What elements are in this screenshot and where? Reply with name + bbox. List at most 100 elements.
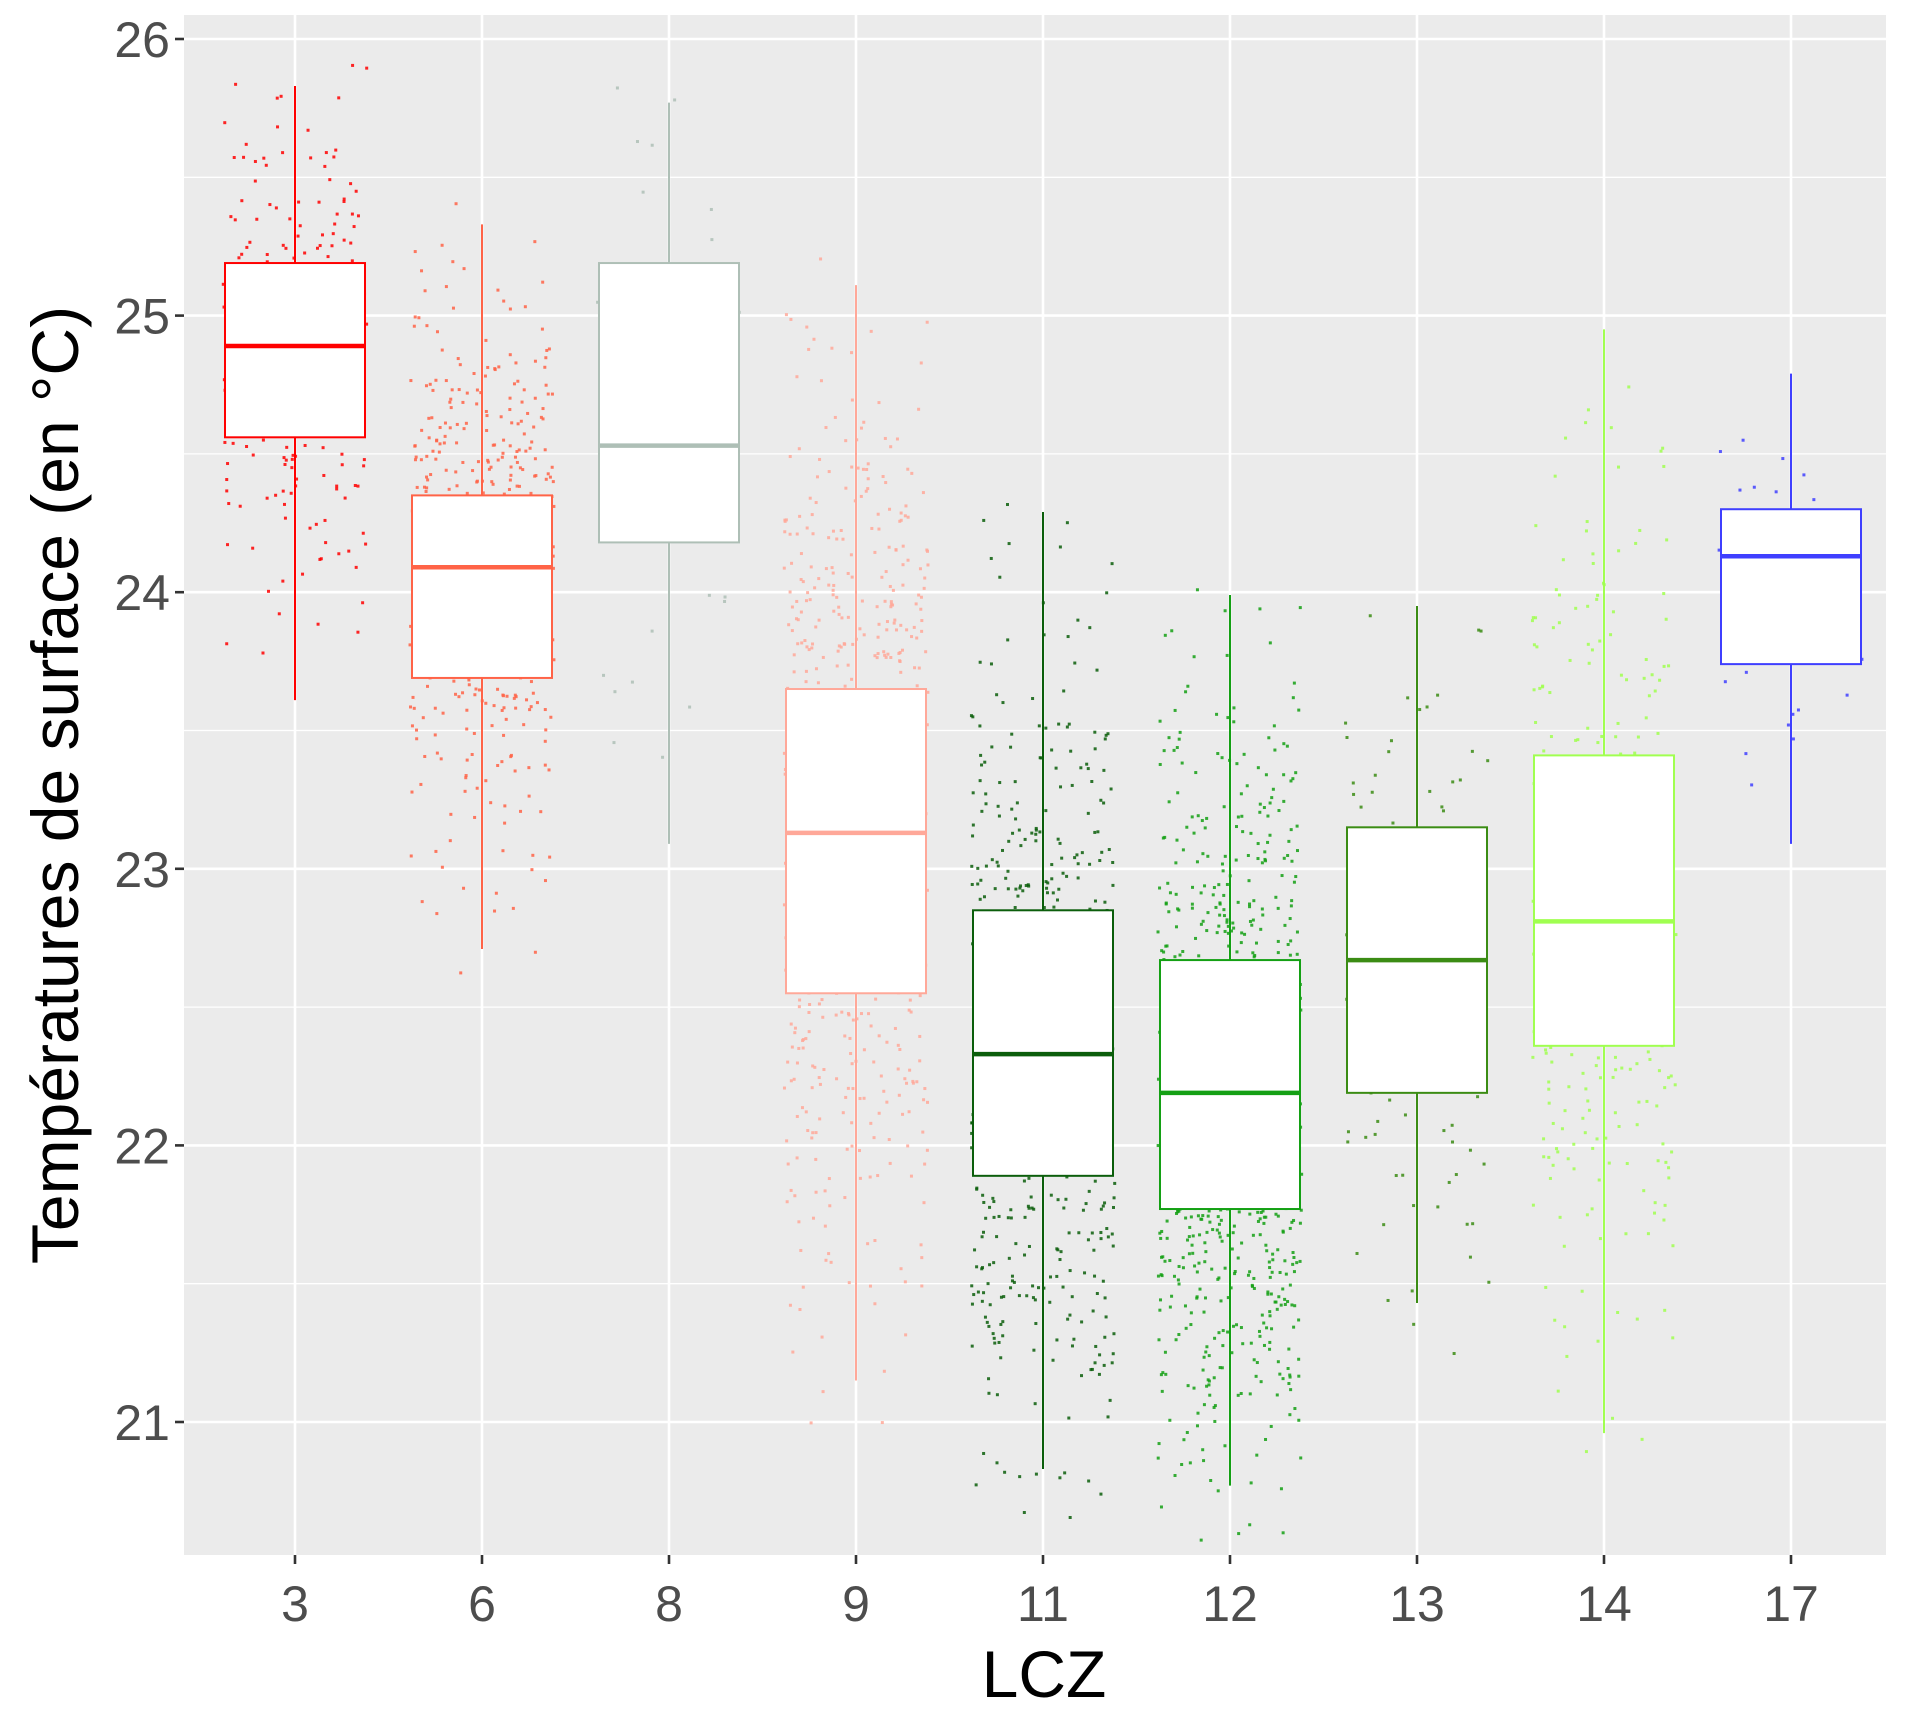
data-point <box>850 465 854 469</box>
data-point <box>550 392 554 396</box>
data-point <box>1051 891 1055 895</box>
data-point <box>464 776 468 780</box>
data-point <box>408 643 412 647</box>
data-point <box>1252 1286 1256 1290</box>
data-point <box>1206 1378 1210 1382</box>
data-point <box>786 1162 790 1166</box>
data-point <box>1249 1341 1253 1345</box>
data-point <box>1368 614 1372 618</box>
data-point <box>1205 1230 1209 1234</box>
data-point <box>1006 869 1010 873</box>
data-point <box>1177 908 1181 912</box>
data-point <box>1299 1456 1303 1460</box>
data-point <box>505 694 509 698</box>
data-point <box>1587 1108 1591 1112</box>
data-point <box>527 794 531 798</box>
data-point <box>788 455 792 459</box>
data-point <box>295 477 299 481</box>
data-point <box>788 532 792 536</box>
data-point <box>1070 1295 1074 1299</box>
data-point <box>893 618 897 622</box>
data-point <box>261 438 265 442</box>
data-point <box>1009 745 1013 749</box>
data-point <box>442 441 446 445</box>
data-point <box>356 630 360 634</box>
data-point <box>813 1065 817 1069</box>
data-point <box>1394 1174 1398 1178</box>
data-point <box>511 906 515 910</box>
data-point <box>1056 1248 1060 1252</box>
data-point <box>999 1356 1003 1360</box>
data-point <box>1234 825 1238 829</box>
data-point <box>552 658 556 662</box>
data-point <box>1045 886 1049 890</box>
data-point <box>818 1117 822 1121</box>
data-point <box>788 1303 792 1307</box>
data-point <box>1207 1383 1211 1387</box>
data-point <box>463 789 467 793</box>
data-point <box>529 491 533 495</box>
data-point <box>804 599 808 603</box>
data-point <box>350 259 354 263</box>
data-point <box>926 690 930 694</box>
data-point <box>1213 1419 1217 1423</box>
data-point <box>1067 1231 1071 1235</box>
data-point <box>1250 1283 1254 1287</box>
data-point <box>1581 1071 1585 1075</box>
data-point <box>915 1080 919 1084</box>
data-point <box>458 363 462 367</box>
data-point <box>1103 737 1107 741</box>
data-point <box>1110 1232 1114 1236</box>
data-point <box>1547 1087 1551 1091</box>
data-point <box>989 556 993 560</box>
data-point <box>1072 1337 1076 1341</box>
data-point <box>1287 1382 1291 1386</box>
data-point <box>497 365 501 369</box>
data-point <box>1657 1069 1661 1073</box>
data-point <box>544 383 548 387</box>
data-point <box>1541 684 1545 688</box>
data-point <box>1174 892 1178 896</box>
data-point <box>1386 1298 1390 1302</box>
data-point <box>253 179 257 183</box>
data-point <box>349 182 353 186</box>
data-point <box>907 1110 911 1114</box>
data-point <box>1266 840 1270 844</box>
data-point <box>420 269 424 273</box>
data-point <box>454 202 458 206</box>
data-point <box>1190 815 1194 819</box>
data-point <box>433 733 437 737</box>
data-point <box>1095 668 1099 672</box>
data-point <box>1185 1430 1189 1434</box>
data-point <box>1058 841 1062 845</box>
data-point <box>282 456 286 460</box>
data-point <box>533 950 537 954</box>
data-point <box>1436 693 1440 697</box>
data-point <box>455 484 459 488</box>
x-tick-label: 8 <box>655 1576 683 1632</box>
data-point <box>1274 895 1278 899</box>
data-point <box>490 724 494 728</box>
data-point <box>885 1040 889 1044</box>
data-point <box>1584 1087 1588 1091</box>
data-point <box>1077 1231 1081 1235</box>
data-point <box>262 156 266 160</box>
data-point <box>1102 1363 1106 1367</box>
data-point <box>1586 726 1590 730</box>
data-point <box>874 997 878 1001</box>
data-point <box>709 207 713 211</box>
data-point <box>431 388 435 392</box>
data-point <box>1101 1204 1105 1208</box>
data-point <box>284 458 288 462</box>
data-point <box>795 1156 799 1160</box>
data-point <box>1225 918 1229 922</box>
data-point <box>539 415 543 419</box>
data-point <box>534 474 538 478</box>
data-point <box>448 426 452 430</box>
data-point <box>843 684 847 688</box>
data-point <box>925 320 929 324</box>
data-point <box>551 480 555 484</box>
data-point <box>457 388 461 392</box>
data-point <box>530 868 534 872</box>
data-point <box>335 487 339 491</box>
